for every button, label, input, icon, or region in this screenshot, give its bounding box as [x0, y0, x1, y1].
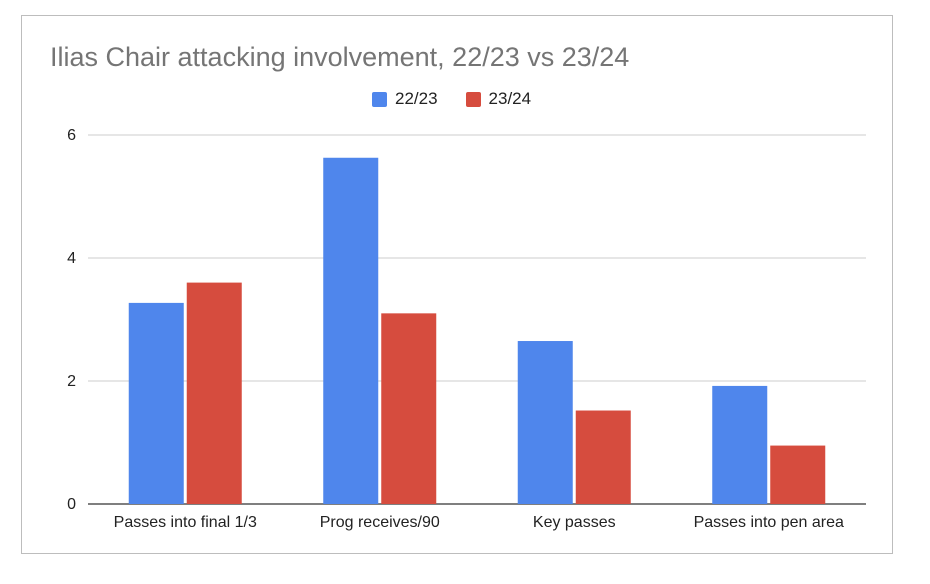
chart-title: Ilias Chair attacking involvement, 22/23… [50, 42, 630, 72]
bar-series-2 [186, 282, 242, 504]
x-category-label: Prog receives/90 [320, 514, 440, 531]
bar-series-1 [712, 385, 768, 504]
x-category-label: Key passes [533, 514, 616, 531]
legend-label-series-2: 23/24 [488, 89, 532, 108]
bar-series-1 [323, 157, 379, 504]
bar-series-2 [381, 313, 437, 504]
y-tick-label: 6 [67, 127, 76, 144]
bar-series-1 [128, 302, 184, 504]
y-tick-label: 4 [67, 250, 76, 267]
legend-item-series-1: 22/23 [372, 89, 438, 109]
legend-swatch-series-2 [465, 91, 481, 107]
bar-series-2 [575, 410, 631, 504]
bar-series-2 [770, 445, 826, 504]
x-category-label: Passes into final 1/3 [114, 514, 257, 531]
legend-label-series-1: 22/23 [395, 89, 438, 108]
x-category-label: Passes into pen area [694, 514, 844, 531]
legend-swatch-series-1 [372, 91, 387, 107]
bar-series-1 [517, 341, 573, 504]
y-tick-label: 0 [67, 496, 76, 513]
y-tick-label: 2 [67, 373, 76, 390]
legend-item-series-2: 23/24 [465, 89, 532, 109]
chart-legend: 22/23 23/24 [372, 89, 559, 109]
